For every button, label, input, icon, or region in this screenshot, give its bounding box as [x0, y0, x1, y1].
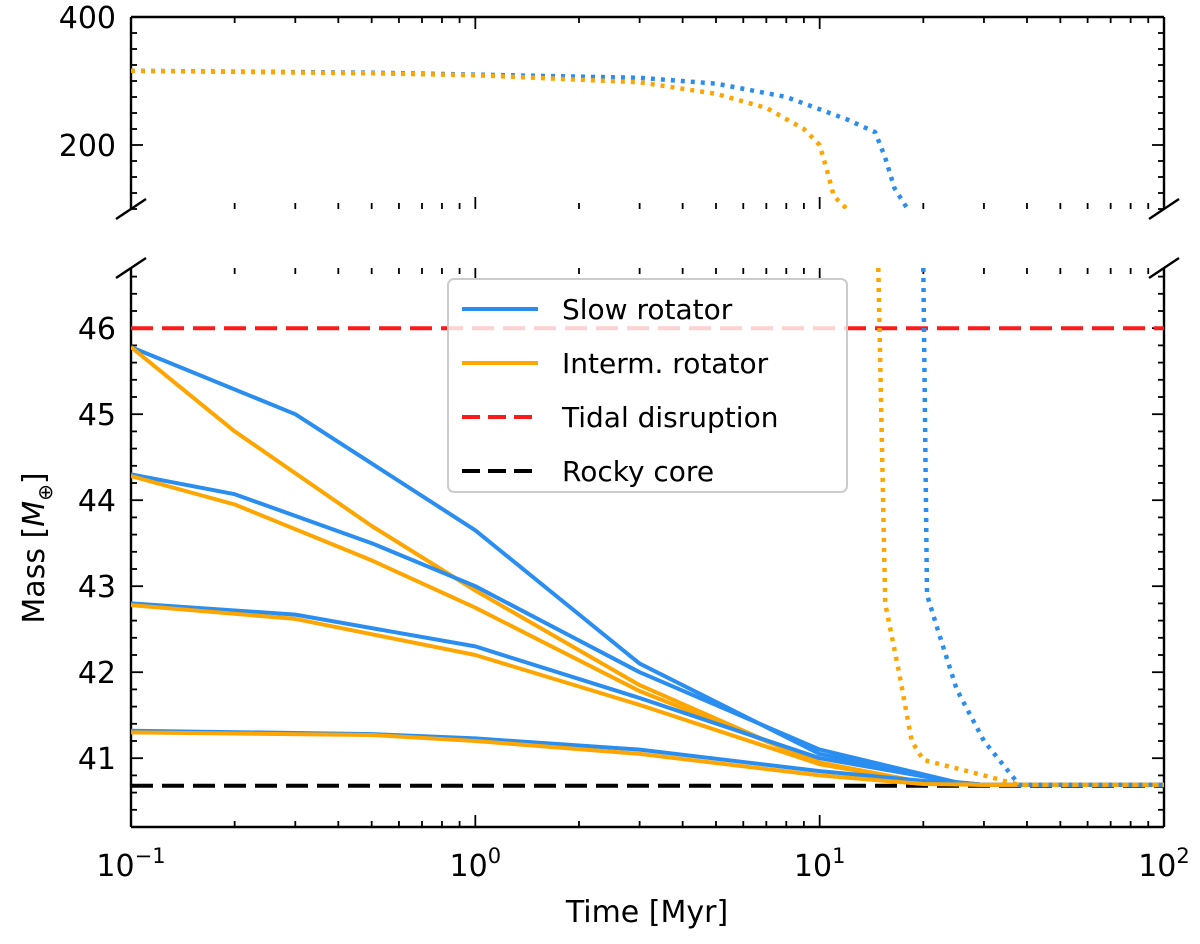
series-line [131, 68, 910, 209]
axis-ticks [130, 16, 1165, 828]
y-tick-label-top: 200 [59, 129, 116, 164]
x-tick-base: 10 [1138, 849, 1176, 884]
x-tick-base: 10 [450, 849, 488, 884]
y-axis-label-symbol: M [17, 501, 52, 527]
axis-break-marks [115, 198, 1180, 279]
legend-box [447, 278, 848, 493]
y-tick-label-bottom: 41 [78, 742, 116, 777]
series-line [131, 730, 1164, 787]
legend-label: Interm. rotator [562, 347, 769, 380]
legend-label: Rocky core [562, 455, 714, 488]
y-tick-label-bottom: 44 [78, 484, 116, 519]
x-tick-base: 10 [96, 849, 134, 884]
x-tick-label: 102 [1138, 844, 1190, 884]
y-tick-label-bottom: 43 [78, 570, 116, 605]
series-top-panel [131, 68, 910, 209]
x-tick-label: 101 [794, 844, 846, 884]
series-line [131, 472, 1164, 787]
legend: Slow rotator Interm. rotator Tidal disrupt… [447, 278, 848, 493]
y-axis-label-close: ] [17, 472, 52, 484]
x-tick-base: 10 [794, 849, 832, 884]
legend-label: Slow rotator [562, 293, 733, 326]
series-line [921, 268, 1164, 788]
x-tick-exponent: 2 [1176, 844, 1189, 868]
y-axis-label-subscript: ⊕ [33, 484, 57, 501]
y-axis-label: Mass [M⊕] [17, 472, 57, 623]
top-panel-frame [129, 15, 1166, 209]
y-tick-label-bottom: 46 [78, 312, 116, 347]
x-tick-exponent: 1 [832, 844, 845, 868]
series-line [131, 728, 1164, 787]
series-line [131, 474, 1164, 787]
x-tick-exponent: 0 [488, 844, 501, 868]
x-tick-label: 100 [450, 844, 502, 884]
x-tick-exponent: −1 [135, 844, 166, 868]
series-line [131, 68, 849, 209]
x-axis-label: Time [Myr] [565, 895, 728, 930]
y-axis-label-text: Mass [ [17, 527, 52, 624]
series-line [876, 268, 1164, 788]
y-tick-label-bottom: 42 [78, 656, 116, 691]
y-tick-label-top: 400 [59, 1, 116, 36]
legend-label: Tidal disruption [561, 401, 778, 434]
x-tick-label: 10−1 [96, 844, 165, 884]
series-bottom-panel [131, 268, 1164, 788]
y-tick-label-bottom: 45 [78, 398, 116, 433]
